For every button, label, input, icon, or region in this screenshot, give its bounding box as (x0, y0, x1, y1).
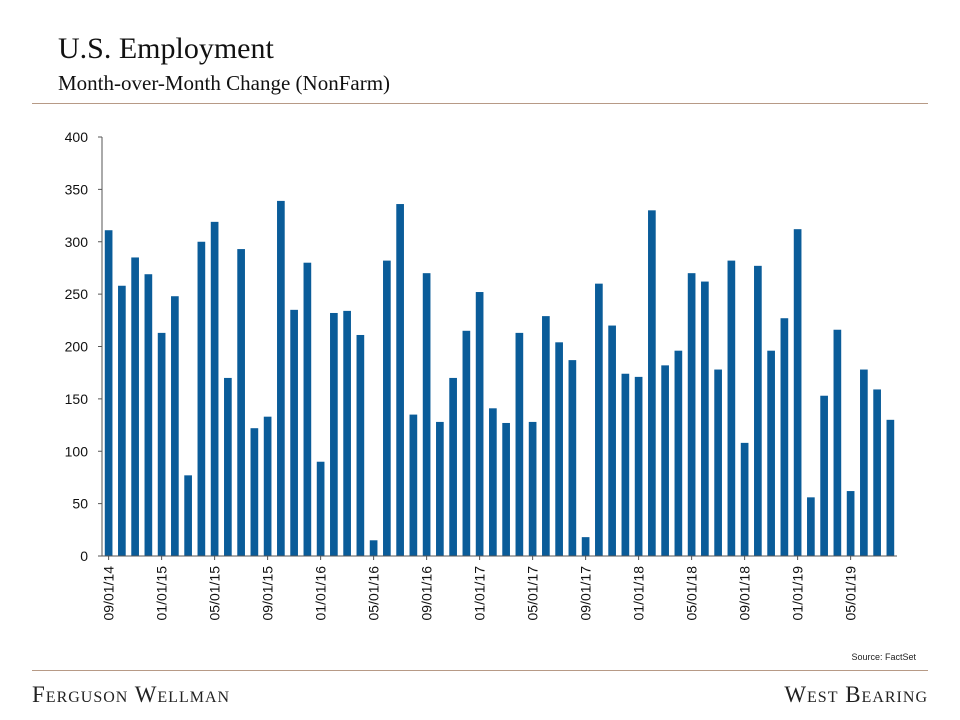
bar (104, 230, 113, 557)
y-tick-label: 300 (65, 234, 89, 250)
bar (542, 316, 550, 556)
bar (661, 365, 669, 556)
x-tick-label: 01/01/16 (313, 566, 329, 621)
bar (515, 332, 524, 556)
x-tick-label: 01/01/18 (631, 566, 647, 621)
bar (528, 421, 537, 556)
bar (846, 491, 855, 556)
x-tick-label: 05/01/16 (366, 566, 382, 621)
bar (820, 395, 828, 556)
header-divider (32, 103, 928, 104)
x-tick-label: 09/01/17 (578, 566, 594, 621)
bar (555, 342, 563, 556)
bar (767, 350, 775, 556)
bar (860, 369, 868, 556)
x-tick-label: 05/01/19 (843, 566, 859, 621)
x-tick-label: 09/01/15 (260, 566, 276, 621)
y-tick-label: 200 (65, 339, 89, 355)
bar (595, 283, 603, 556)
x-tick-label: 05/01/18 (684, 566, 700, 621)
bar (793, 229, 802, 556)
bar (727, 260, 736, 556)
bar (224, 377, 232, 556)
bar (184, 475, 192, 556)
y-tick-label: 350 (65, 181, 89, 197)
bar (197, 241, 206, 556)
bar (263, 416, 272, 556)
bar (436, 421, 444, 556)
bar (621, 373, 630, 556)
bar (581, 537, 590, 556)
bar (171, 296, 179, 556)
bar (674, 350, 683, 556)
bar (475, 292, 484, 556)
employment-bar-chart: 0 50 100 150 200 250 300 350 400 09/01/14 01/01/15… (65, 129, 897, 621)
y-tick-label: 100 (65, 443, 89, 459)
chart-title: U.S. Employment (58, 32, 274, 65)
bar (833, 329, 842, 556)
footer-divider (32, 670, 928, 671)
bar (237, 249, 245, 556)
bar (131, 257, 139, 556)
bar (422, 273, 431, 556)
bar (502, 422, 510, 556)
bar (210, 221, 219, 556)
footer-brand-left: Ferguson Wellman (32, 682, 231, 707)
bar (369, 540, 378, 556)
source-note: Source: FactSet (851, 652, 916, 662)
bar (330, 312, 338, 556)
bar (701, 281, 709, 556)
x-tick-label: 09/01/14 (101, 566, 117, 621)
bar (290, 309, 298, 556)
bar (568, 360, 577, 556)
bar (144, 274, 153, 556)
chart-subtitle: Month-over-Month Change (NonFarm) (58, 71, 391, 95)
x-tick-label: 01/01/15 (154, 566, 170, 621)
x-tick-label: 05/01/17 (525, 566, 541, 621)
bar (462, 330, 471, 556)
bar (634, 376, 643, 556)
bar (316, 461, 325, 556)
bar (118, 285, 126, 556)
bar (740, 442, 749, 556)
bar (886, 419, 895, 556)
bar (873, 389, 881, 556)
y-tick-label: 50 (72, 496, 88, 512)
x-tick-label: 01/01/19 (790, 566, 806, 621)
bar (714, 369, 722, 556)
y-tick-label: 250 (65, 286, 89, 302)
bar (687, 273, 696, 556)
bar (807, 497, 815, 556)
bar (383, 260, 391, 556)
x-tick-label: 09/01/18 (737, 566, 753, 621)
bar (489, 408, 497, 556)
bar (648, 210, 656, 556)
bar (277, 200, 285, 556)
x-tick-label: 09/01/16 (419, 566, 435, 621)
y-tick-label: 400 (65, 129, 89, 145)
x-tick-label: 05/01/15 (207, 566, 223, 621)
bar (303, 262, 312, 556)
bar (396, 204, 404, 557)
bar (157, 332, 166, 556)
bar (250, 428, 259, 556)
bar (780, 318, 789, 556)
bar (356, 334, 365, 556)
bar (754, 265, 762, 556)
y-tick-label: 150 (65, 391, 89, 407)
x-tick-label: 01/01/17 (472, 566, 488, 621)
bar (608, 325, 616, 556)
bar (409, 414, 418, 556)
y-tick-label: 0 (80, 548, 88, 564)
bar (449, 377, 457, 556)
footer-brand-right: West Bearing (784, 682, 928, 707)
bar (343, 310, 351, 556)
